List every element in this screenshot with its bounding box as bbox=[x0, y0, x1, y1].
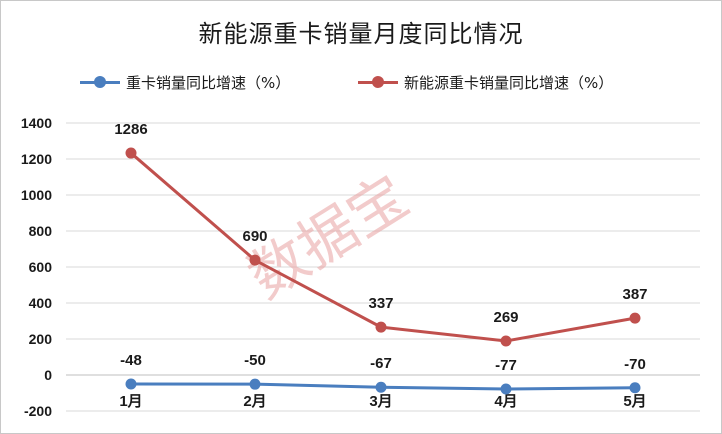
y-tick-label: 1200 bbox=[21, 151, 52, 167]
data-point-new-energy bbox=[375, 321, 387, 333]
data-point-heavy-truck bbox=[629, 382, 641, 394]
data-label-new-energy: 269 bbox=[493, 309, 518, 326]
x-tick-label: 1月 bbox=[119, 393, 142, 410]
y-tick-label: 1400 bbox=[21, 115, 52, 131]
y-tick-label: 400 bbox=[29, 295, 53, 311]
x-tick-label: 4月 bbox=[494, 393, 517, 410]
data-point-heavy-truck bbox=[375, 381, 387, 393]
data-label-new-energy: 387 bbox=[622, 286, 647, 303]
data-point-new-energy bbox=[500, 335, 512, 347]
data-label-heavy-truck: -67 bbox=[370, 355, 392, 372]
legend-item-heavy-truck: 重卡销量同比增速（%） bbox=[80, 72, 290, 92]
data-label-heavy-truck: -77 bbox=[495, 357, 517, 374]
data-point-heavy-truck bbox=[500, 383, 512, 395]
data-label-new-energy: 337 bbox=[368, 295, 393, 312]
y-tick-label: 1000 bbox=[21, 187, 52, 203]
legend-swatch-new-energy bbox=[358, 72, 398, 92]
data-label-new-energy: 690 bbox=[242, 228, 267, 245]
chart-title: 新能源重卡销量月度同比情况 bbox=[198, 20, 524, 48]
data-point-new-energy bbox=[629, 312, 641, 324]
y-tick-label: 200 bbox=[29, 331, 53, 347]
data-point-heavy-truck bbox=[125, 378, 137, 390]
legend-item-new-energy: 新能源重卡销量同比增速（%） bbox=[358, 72, 613, 92]
legend-label-new-energy: 新能源重卡销量同比增速（%） bbox=[404, 73, 614, 92]
x-tick-label: 5月 bbox=[623, 393, 646, 410]
data-point-new-energy bbox=[125, 147, 137, 159]
y-tick-label: -200 bbox=[24, 403, 52, 419]
data-label-new-energy: 1286 bbox=[114, 121, 147, 138]
legend-label-heavy-truck: 重卡销量同比增速（%） bbox=[126, 73, 291, 92]
data-point-new-energy bbox=[249, 254, 261, 266]
data-label-heavy-truck: -48 bbox=[120, 352, 142, 369]
data-label-heavy-truck: -70 bbox=[624, 356, 646, 373]
data-label-heavy-truck: -50 bbox=[244, 352, 266, 369]
y-tick-label: 0 bbox=[44, 367, 52, 383]
y-tick-label: 600 bbox=[29, 259, 53, 275]
y-tick-label: 800 bbox=[29, 223, 53, 239]
x-tick-label: 2月 bbox=[243, 393, 266, 410]
legend-swatch-heavy-truck bbox=[80, 72, 120, 92]
x-tick-label: 3月 bbox=[369, 393, 392, 410]
data-point-heavy-truck bbox=[249, 378, 261, 390]
